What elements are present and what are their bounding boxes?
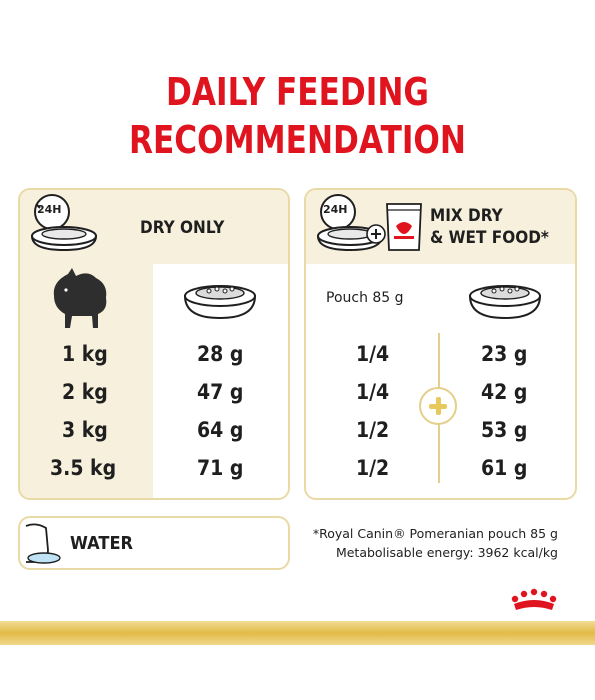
gold-plus-icon (419, 387, 457, 425)
mix-grams-cell: 23 g (481, 342, 528, 366)
mix-24h-badge: 24H (323, 203, 348, 216)
pouch-cell: 1/2 (356, 418, 390, 442)
weight-cell: 3.5 kg (50, 456, 117, 480)
mix-grams-cell: 61 g (481, 456, 528, 480)
dry-24h-badge: 24H (37, 203, 62, 216)
footnote-energy: Metabolisable energy: 3962 kcal/kg (335, 545, 558, 560)
weight-cell: 2 kg (62, 380, 108, 404)
gold-band (0, 621, 595, 645)
mix-grams-cell: 53 g (481, 418, 528, 442)
weight-cell: 3 kg (62, 418, 108, 442)
mix-bowl-icon (468, 285, 542, 320)
pouch-cell: 1/4 (356, 380, 390, 404)
mix-dry-wet-panel: 24H MIX DRY & WET FOOD* Pouch 85 g 1/4 2… (304, 188, 577, 500)
dry-grams-cell: 47 g (197, 380, 244, 404)
clock-bowl-icon (316, 194, 384, 252)
dry-bowl-icon (183, 285, 257, 320)
dry-grams-cell: 71 g (197, 456, 244, 480)
dry-grams-cell: 28 g (197, 342, 244, 366)
dry-only-label: DRY ONLY (140, 218, 225, 238)
wet-food-label: & WET FOOD* (430, 228, 549, 248)
dog-icon (53, 268, 107, 328)
weight-cell: 1 kg (62, 342, 108, 366)
plus-icon (366, 224, 386, 244)
water-box: WATER (18, 516, 290, 570)
pouch-cell: 1/4 (356, 342, 390, 366)
footnote-pouch: *Royal Canin® Pomeranian pouch 85 g (312, 526, 558, 541)
pouch-cell: 1/2 (356, 456, 390, 480)
title-line-1: DAILY FEEDING (166, 70, 429, 114)
footer-background (0, 645, 595, 700)
dry-only-panel: 24H DRY ONLY 1 kg 28 g 2 kg 47 g 3 kg 64… (18, 188, 290, 500)
water-bowl-icon (25, 523, 61, 564)
mix-dry-label: MIX DRY (430, 206, 503, 226)
pouch-label: Pouch 85 g (326, 290, 404, 306)
mix-grams-cell: 42 g (481, 380, 528, 404)
wet-pouch-icon (386, 203, 422, 251)
water-label: WATER (70, 533, 134, 554)
title-line-2: RECOMMENDATION (129, 118, 466, 162)
royal-canin-crown-logo (511, 588, 557, 610)
clock-bowl-icon (30, 194, 98, 252)
dry-grams-cell: 64 g (197, 418, 244, 442)
